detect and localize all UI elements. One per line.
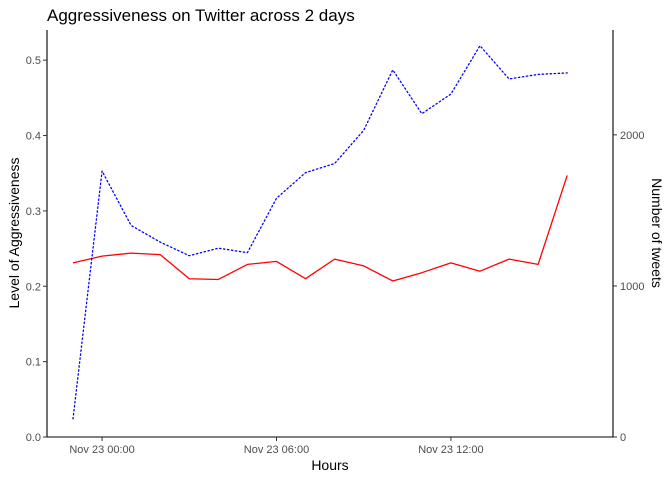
y2-tick-label: 2000	[620, 130, 644, 142]
y-tick-label: 0.2	[26, 281, 41, 293]
tweet-count-line	[72, 45, 568, 420]
y-axis-title: Level of Aggressiveness	[6, 158, 22, 309]
chart-title: Aggressiveness on Twitter across 2 days	[47, 6, 355, 25]
x-tick-label: Nov 23 12:00	[418, 444, 483, 456]
x-tick-label: Nov 23 00:00	[69, 444, 134, 456]
y-tick-label: 0.1	[26, 357, 41, 369]
y-tick-label: 0.0	[26, 432, 41, 444]
y-tick-label: 0.5	[26, 55, 41, 67]
y2-tick-label: 0	[620, 432, 626, 444]
x-tick-label: Nov 23 06:00	[244, 444, 309, 456]
y-tick-label: 0.3	[26, 206, 41, 218]
y2-tick-label: 1000	[620, 281, 644, 293]
y2-axis-title: Number of tweets	[649, 178, 665, 288]
x-axis-title: Hours	[311, 457, 348, 473]
aggressiveness-line	[72, 175, 568, 282]
y-tick-label: 0.4	[26, 131, 41, 143]
